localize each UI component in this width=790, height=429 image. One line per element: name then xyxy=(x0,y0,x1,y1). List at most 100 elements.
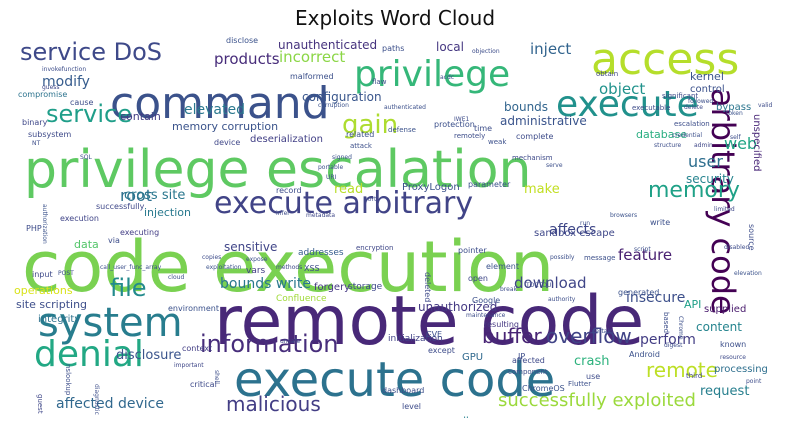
word-chromeos: ChromeOS xyxy=(522,384,565,393)
word-environment: environment xyxy=(168,304,219,313)
word-storage: storage xyxy=(348,282,383,292)
word-self: self xyxy=(730,134,741,141)
word-ip: IP xyxy=(518,352,525,361)
word-certain: certain xyxy=(592,328,613,335)
word-affected-device: affected device xyxy=(56,396,164,412)
word-portable: portable xyxy=(318,164,343,171)
word-cloud: cloud xyxy=(168,274,184,281)
word-service-dos: service DoS xyxy=(20,38,162,66)
word-weak: weak xyxy=(488,138,507,146)
word-access: access xyxy=(591,34,739,85)
word-successfully-exploited: successfully exploited xyxy=(498,390,696,411)
word-bypass: bypass xyxy=(716,102,751,113)
word-digest: digest xyxy=(664,342,683,349)
word-post: POST xyxy=(58,270,74,277)
word-authority: authority xyxy=(548,296,576,303)
word-uri: URI xyxy=(326,174,337,181)
word-addresses: addresses xyxy=(298,248,344,258)
word-authenticated: authenticated xyxy=(384,104,426,111)
word-source: source xyxy=(747,224,756,251)
word-resulting: resulting xyxy=(484,320,519,329)
word-overflow: overflow xyxy=(546,324,632,348)
word-acdc: acdc xyxy=(440,74,454,81)
word-attack: attack xyxy=(350,142,373,150)
word-unspecified: unspecified xyxy=(751,114,762,171)
word-sql: SQL xyxy=(80,154,93,161)
word-run: run xyxy=(580,220,590,227)
word-code-execution: code execution xyxy=(22,226,554,308)
word-disclosure: disclosure xyxy=(116,348,181,363)
word-copies: copies xyxy=(202,254,221,261)
word-api: API xyxy=(684,298,701,311)
word-deserialization: deserialization xyxy=(250,134,323,145)
word-denial: denial xyxy=(34,334,144,375)
word-inject: inject xyxy=(530,40,571,58)
word-escalation: escalation xyxy=(674,120,710,128)
word-via: via xyxy=(108,236,120,245)
word-content: content xyxy=(696,320,742,334)
word-exploitation: exploitation xyxy=(206,264,242,271)
word-shell: shell xyxy=(213,370,220,384)
word-products: products xyxy=(214,50,280,68)
word-executable: executable xyxy=(632,104,670,112)
word-generated: generated xyxy=(618,288,659,297)
word-web: web xyxy=(724,134,757,153)
word-guest: guest xyxy=(36,394,44,414)
word-perform: perform xyxy=(640,332,696,348)
word-iwe1: IWE1 xyxy=(454,116,469,123)
word-malformed: malformed xyxy=(290,72,334,81)
word-download: download xyxy=(514,274,587,292)
word-execute: execute xyxy=(556,84,699,125)
word-third: third xyxy=(686,372,702,380)
word-disabled: disabled xyxy=(724,244,749,251)
word-known: known xyxy=(720,340,746,349)
word-buffer: buffer xyxy=(482,324,542,348)
word-context: context xyxy=(182,344,212,353)
word-possibly: possibly xyxy=(550,254,575,261)
word-mechanism: mechanism xyxy=(512,154,553,162)
word-system: system xyxy=(38,300,183,346)
word-break: break xyxy=(500,286,518,293)
word-protection: protection xyxy=(434,120,475,129)
word-nslookup: nslookup xyxy=(64,364,72,396)
word-user: user xyxy=(688,152,723,171)
word-service: service xyxy=(46,100,132,128)
word-file: file xyxy=(110,274,147,302)
word-toctou: TOCTOU xyxy=(525,282,551,289)
word-operations: operations xyxy=(14,284,73,297)
word-structure: structure xyxy=(654,142,682,149)
word-paths: paths xyxy=(382,44,404,53)
word-root: root xyxy=(120,186,152,205)
word-delete: delete xyxy=(684,104,703,111)
word-admin: admin xyxy=(694,142,713,149)
word-time: time xyxy=(474,124,492,133)
word-critical: critical xyxy=(190,380,217,389)
word-feature: feature xyxy=(618,246,672,264)
word-element: element xyxy=(486,262,519,271)
word-xss: XSS xyxy=(304,264,320,273)
word-forgery: forgery xyxy=(314,282,350,293)
word-cause: cause xyxy=(70,98,94,107)
word-device: device xyxy=(214,138,240,147)
word-binary: binary xyxy=(22,118,48,127)
word-objection: objection xyxy=(472,48,500,55)
word-related: related xyxy=(346,130,374,139)
word-level: level xyxy=(402,402,421,411)
word-significant: significant xyxy=(662,92,698,100)
word-site-scripting: site scripting xyxy=(16,298,87,311)
word-memory-corruption: memory corruption xyxy=(172,120,278,133)
word-disclose: disclose xyxy=(226,36,258,45)
word-command: command xyxy=(110,78,330,129)
word-use: use xyxy=(586,372,600,381)
word-nt: NT xyxy=(32,140,40,147)
word-signed: signed xyxy=(332,154,352,161)
word-bounds-write: bounds write xyxy=(220,276,311,292)
word-input: input xyxy=(32,270,53,279)
word-obtain: obtain xyxy=(596,70,618,78)
word-sensitive: sensitive xyxy=(224,240,277,254)
word-unsafe: unsafe xyxy=(280,338,301,345)
word-valid: valid xyxy=(758,102,773,109)
word-data: data xyxy=(74,238,99,251)
word-privilege: privilege xyxy=(354,54,510,95)
word-important: important xyxy=(174,362,204,369)
